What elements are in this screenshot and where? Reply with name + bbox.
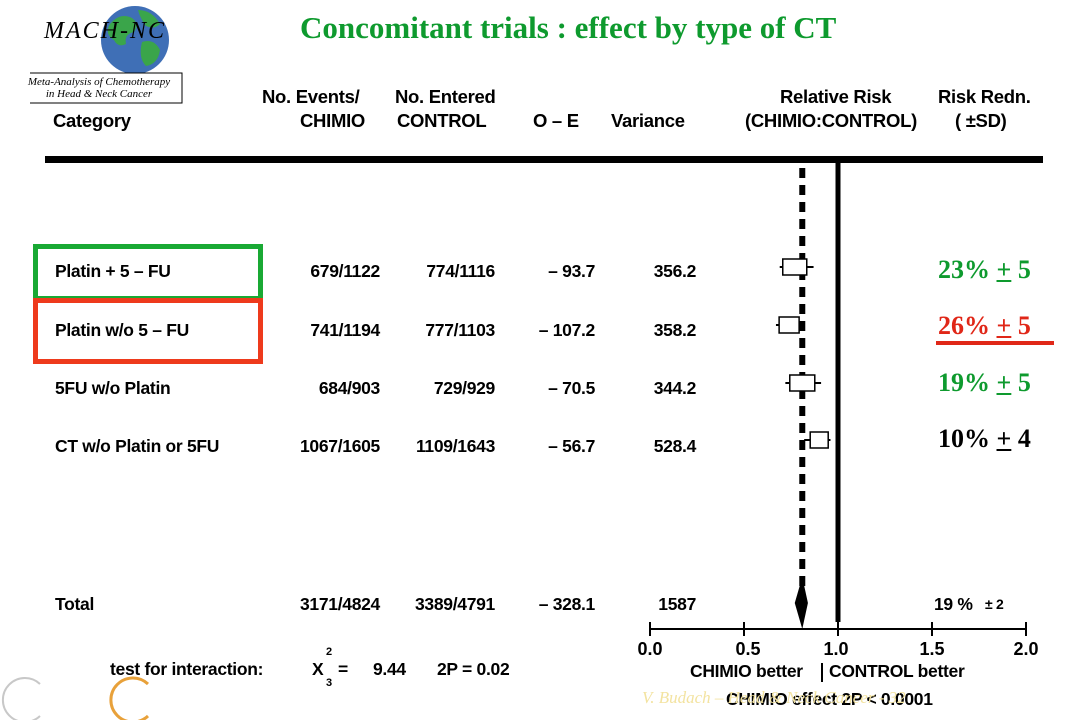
row-chimio: 684/903: [318, 378, 380, 398]
x-tick-label: 2.0: [1013, 639, 1039, 659]
header-chimio: CHIMIO: [300, 110, 366, 131]
row-control: 729/929: [433, 378, 495, 398]
footer-faint-text: V. Budach – Head & Neck Cancer - 32: [642, 688, 906, 707]
overall-diamond: [794, 577, 808, 629]
header-variance: Variance: [611, 110, 685, 131]
total-variance: 1587: [658, 594, 696, 614]
header-events: No. Events/: [262, 86, 360, 107]
logo-subtitle-2: in Head & Neck Cancer: [45, 88, 153, 100]
row-category: Platin + 5 – FU: [55, 261, 171, 281]
chi-equals: =: [338, 659, 348, 679]
row-oe: – 70.5: [548, 378, 595, 398]
total-category: Total: [55, 594, 95, 614]
total-redn-sd: ± 2: [985, 596, 1004, 612]
header-risk-redn: Risk Redn.: [938, 86, 1031, 107]
total-chimio: 3171/4824: [299, 594, 380, 614]
row-chimio: 741/1194: [310, 320, 380, 340]
header-sd: ( ±SD): [955, 110, 1007, 131]
chi-value: 9.44: [373, 659, 406, 679]
header-control: CONTROL: [397, 110, 487, 131]
row-control: 774/1116: [426, 261, 495, 281]
row-variance: 528.4: [653, 436, 697, 456]
header-oe: O – E: [533, 110, 579, 131]
p-value: 2P = 0.02: [437, 659, 510, 679]
row-chimio: 1067/1605: [299, 436, 380, 456]
row-oe: – 56.7: [548, 436, 595, 456]
axis-divider: [821, 663, 823, 682]
header-relative-risk: Relative Risk: [780, 86, 892, 107]
x-tick-label: 0.0: [637, 639, 663, 659]
redn-label: 26% + 5: [938, 311, 1031, 340]
mach-nc-logo: [30, 6, 183, 104]
axis-left-label: CHIMIO better: [690, 661, 803, 681]
effect-box: [778, 316, 800, 334]
x-tick-label: 0.5: [735, 639, 761, 659]
row-variance: 358.2: [653, 320, 697, 340]
logo-subtitle-1: Meta-Analysis of Chemotherapy: [27, 76, 171, 88]
redn-red-underline: [936, 341, 1054, 345]
effect-box: [782, 258, 808, 276]
header-entered: No. Entered: [395, 86, 496, 107]
effect-box: [809, 431, 829, 449]
row-category: CT w/o Platin or 5FU: [55, 436, 220, 456]
row-variance: 344.2: [653, 378, 697, 398]
header-rr-ratio: (CHIMIO:CONTROL): [745, 110, 917, 131]
total-control: 3389/4791: [414, 594, 495, 614]
row-chimio: 679/1122: [310, 261, 380, 281]
redn-label: 23% + 5: [938, 255, 1031, 284]
total-redn: 19 %: [934, 594, 973, 614]
chi-letter: X: [312, 659, 324, 679]
x-tick-label: 1.5: [919, 639, 945, 659]
row-control: 1109/1643: [415, 436, 495, 456]
row-control: 777/1103: [425, 320, 495, 340]
row-variance: 356.2: [653, 261, 697, 281]
row-category: 5FU w/o Platin: [55, 378, 171, 398]
interaction-prefix: test for interaction:: [110, 659, 264, 679]
x-tick-label: 1.0: [823, 639, 849, 659]
row-category: Platin w/o 5 – FU: [55, 320, 189, 340]
row-oe: – 107.2: [538, 320, 596, 340]
highlight-box-red: [33, 298, 263, 364]
row-oe: – 93.7: [548, 261, 595, 281]
redn-label: 10% + 4: [938, 424, 1031, 453]
header-rule: [45, 156, 1043, 163]
header-category: Category: [53, 110, 131, 131]
axis-right-label: CONTROL better: [829, 661, 965, 681]
slide-title: Concomitant trials : effect by type of C…: [300, 10, 837, 45]
total-oe: – 328.1: [538, 594, 596, 614]
effect-label: CHIMIO effect 2P < 0.0001: [726, 689, 933, 709]
chi-subscript: 3: [326, 677, 332, 689]
effect-box: [789, 374, 816, 392]
chi-superscript: 2: [326, 646, 332, 658]
decorative-arcs: [1, 676, 150, 720]
redn-label: 19% + 5: [938, 368, 1031, 397]
